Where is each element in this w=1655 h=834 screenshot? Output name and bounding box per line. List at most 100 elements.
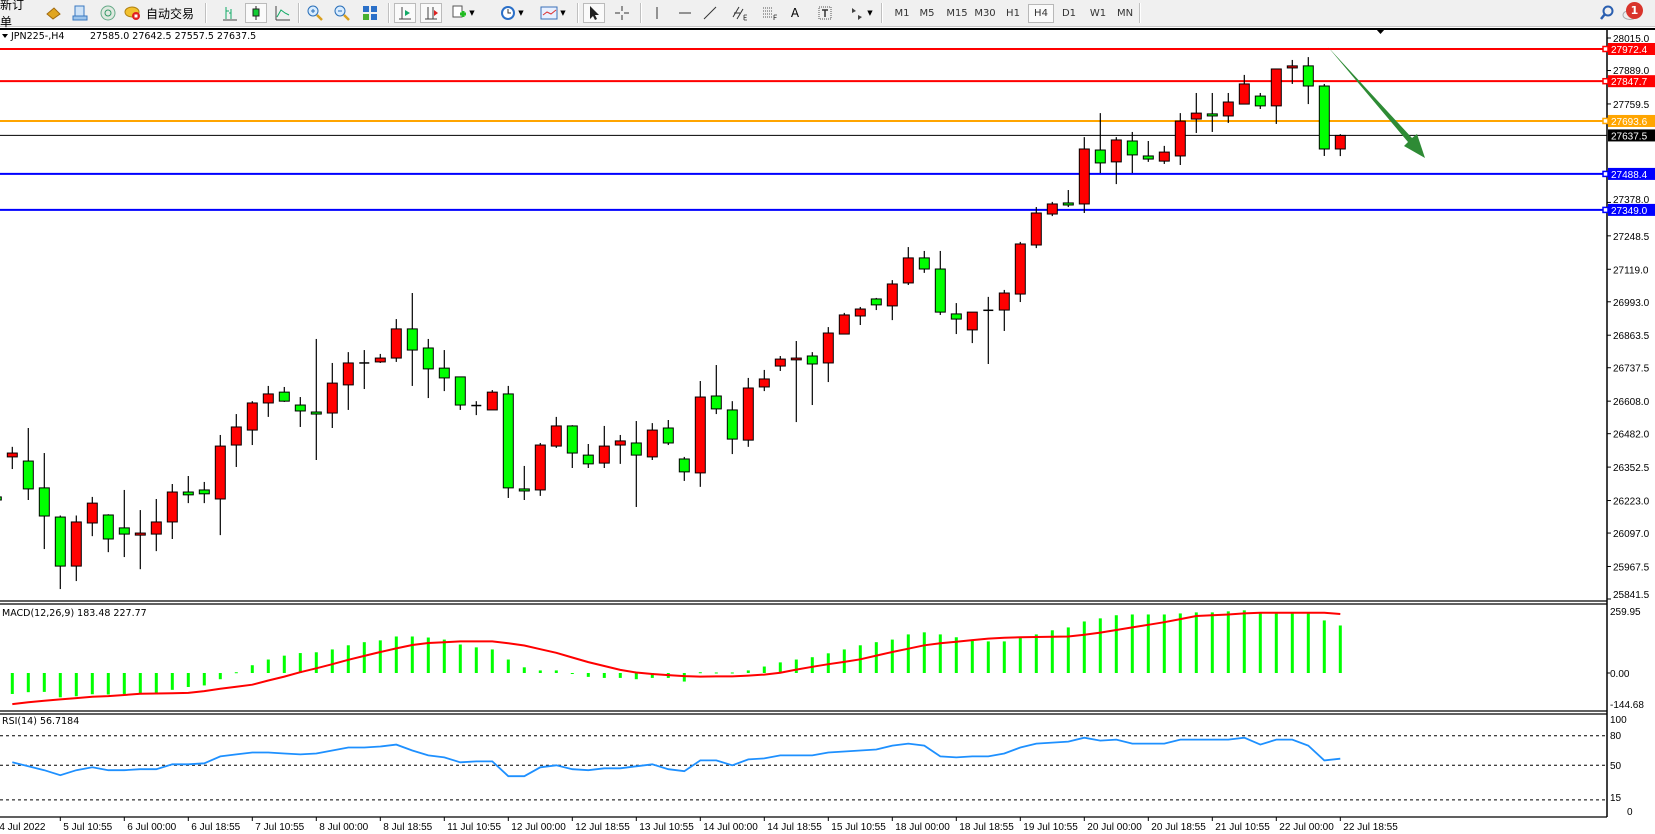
horizontal-level-price-label: 27972.4 bbox=[1611, 45, 1648, 56]
macd-histogram-bar bbox=[1114, 615, 1118, 673]
horizontal-level-handle[interactable] bbox=[1602, 77, 1609, 85]
zoom-out-icon[interactable] bbox=[331, 3, 353, 23]
candle-body bbox=[1254, 95, 1266, 107]
candle-body bbox=[1046, 203, 1058, 215]
tile-windows-icon[interactable] bbox=[359, 3, 381, 23]
timeframe-m1[interactable]: M1 bbox=[894, 8, 910, 19]
timeframe-m30[interactable]: M30 bbox=[974, 8, 996, 19]
price-tick-label: 28015.0 bbox=[1613, 34, 1650, 45]
chart-shift-icon[interactable] bbox=[420, 3, 442, 23]
collapse-triangle-icon[interactable] bbox=[2, 34, 8, 38]
timeframe-m5[interactable]: M5 bbox=[919, 8, 935, 19]
candle bbox=[454, 376, 466, 410]
price-tick-label: 26482.0 bbox=[1613, 430, 1650, 441]
candle bbox=[566, 425, 578, 469]
bar-chart-icon[interactable] bbox=[219, 3, 241, 23]
price-tick-label: 26097.0 bbox=[1613, 529, 1650, 540]
ohlc-info: 27585.0 27642.5 27557.5 27637.5 bbox=[90, 31, 256, 42]
candle-body bbox=[534, 444, 546, 491]
macd-histogram-bar bbox=[682, 673, 686, 682]
macd-histogram-bar bbox=[266, 659, 270, 673]
auto-trading-button[interactable]: 自动交易 bbox=[145, 6, 194, 21]
macd-histogram-bar bbox=[794, 659, 798, 673]
bid-price-label-bg bbox=[1608, 129, 1655, 142]
arrows-dropdown[interactable]: ▼ bbox=[845, 3, 877, 23]
time-label: 18 Jul 00:00 bbox=[895, 822, 950, 833]
macd-histogram-bar bbox=[554, 670, 558, 673]
macd-histogram-bar bbox=[570, 673, 574, 674]
indicators-dropdown[interactable]: ▼ bbox=[446, 3, 480, 23]
timeframe-mn[interactable]: MN bbox=[1116, 8, 1134, 19]
candle-body bbox=[182, 491, 194, 496]
macd-scale-label: 0.00 bbox=[1610, 669, 1630, 680]
candle-body bbox=[870, 298, 882, 306]
candlestick-chart-icon[interactable] bbox=[245, 3, 267, 23]
timeframe-m15[interactable]: M15 bbox=[946, 8, 968, 19]
notification-badge[interactable]: 1 bbox=[1626, 2, 1643, 19]
candle-body bbox=[342, 362, 354, 386]
candle bbox=[1142, 140, 1154, 162]
candle-body bbox=[598, 445, 610, 464]
candle-body bbox=[278, 391, 290, 402]
price-tick-label: 27248.5 bbox=[1613, 232, 1650, 243]
candle bbox=[774, 355, 786, 371]
horizontal-line-icon[interactable] bbox=[674, 3, 696, 23]
macd-histogram-bar bbox=[1194, 612, 1198, 673]
macd-histogram-bar bbox=[234, 672, 238, 674]
trend-arrow[interactable] bbox=[1328, 47, 1425, 158]
timeframe-w1[interactable]: W1 bbox=[1089, 8, 1107, 19]
candle-body bbox=[614, 440, 626, 446]
timeframe-h1[interactable]: H1 bbox=[1006, 8, 1020, 19]
candle bbox=[726, 401, 738, 455]
zoom-in-icon[interactable] bbox=[304, 3, 326, 23]
candle bbox=[1190, 92, 1202, 133]
fibonacci-icon[interactable] bbox=[759, 3, 781, 23]
candle bbox=[150, 498, 162, 552]
data-window-icon[interactable] bbox=[69, 3, 91, 23]
candle-body bbox=[102, 514, 114, 540]
horizontal-level-price-label: 27693.6 bbox=[1611, 117, 1648, 128]
auto-trading-icon[interactable] bbox=[122, 3, 144, 23]
trendline-icon[interactable] bbox=[699, 3, 721, 23]
horizontal-level-handle[interactable] bbox=[1602, 170, 1609, 178]
caret-down-icon: ▼ bbox=[518, 9, 524, 17]
macd-histogram-bar bbox=[90, 673, 94, 695]
horizontal-level-handle[interactable] bbox=[1602, 117, 1609, 125]
macd-histogram-bar bbox=[538, 670, 542, 673]
navigator-icon[interactable] bbox=[97, 3, 119, 23]
candle bbox=[102, 514, 114, 553]
rsi-pane[interactable]: 100 80 50 15 0 bbox=[0, 715, 1633, 818]
templates-dropdown[interactable]: ▼ bbox=[535, 3, 571, 23]
vertical-line-icon[interactable] bbox=[646, 3, 668, 23]
candle bbox=[678, 456, 690, 481]
auto-scroll-icon[interactable] bbox=[394, 3, 416, 23]
crosshair-icon[interactable] bbox=[611, 3, 633, 23]
time-label: 14 Jul 00:00 bbox=[703, 822, 758, 833]
candle bbox=[22, 428, 34, 501]
chart-shift-marker-icon[interactable] bbox=[1376, 29, 1385, 34]
line-chart-icon[interactable] bbox=[272, 3, 294, 23]
periods-dropdown[interactable]: ▼ bbox=[495, 3, 529, 23]
arrow-icon[interactable] bbox=[1328, 47, 1425, 158]
search-icon[interactable] bbox=[1596, 3, 1618, 23]
macd-histogram-bar bbox=[1210, 612, 1214, 673]
cursor-icon[interactable] bbox=[583, 3, 605, 23]
time-label: 12 Jul 00:00 bbox=[511, 822, 566, 833]
text-tool-button[interactable]: A bbox=[790, 6, 800, 20]
price-levels: 27972.4 27847.7 27693.6 27488.4 27349.0 27637… bbox=[0, 42, 1655, 217]
candle-body bbox=[774, 358, 786, 367]
new-order-button[interactable]: 新订单 bbox=[0, 0, 25, 29]
market-watch-icon[interactable] bbox=[42, 3, 64, 23]
equidistant-channel-icon[interactable] bbox=[729, 3, 751, 23]
candle bbox=[422, 338, 434, 399]
horizontal-level-handle[interactable] bbox=[1602, 45, 1609, 53]
macd-pane[interactable]: 259.95 0.00 -144.68 bbox=[10, 607, 1645, 711]
timeframe-h4[interactable]: H4 bbox=[1028, 4, 1054, 23]
rsi-line bbox=[12, 736, 1341, 778]
macd-histogram-bar bbox=[1162, 614, 1166, 673]
candle-body bbox=[310, 411, 322, 415]
horizontal-level-handle[interactable] bbox=[1602, 206, 1609, 214]
text-label-icon[interactable] bbox=[814, 3, 836, 23]
timeframe-d1[interactable]: D1 bbox=[1061, 8, 1077, 19]
